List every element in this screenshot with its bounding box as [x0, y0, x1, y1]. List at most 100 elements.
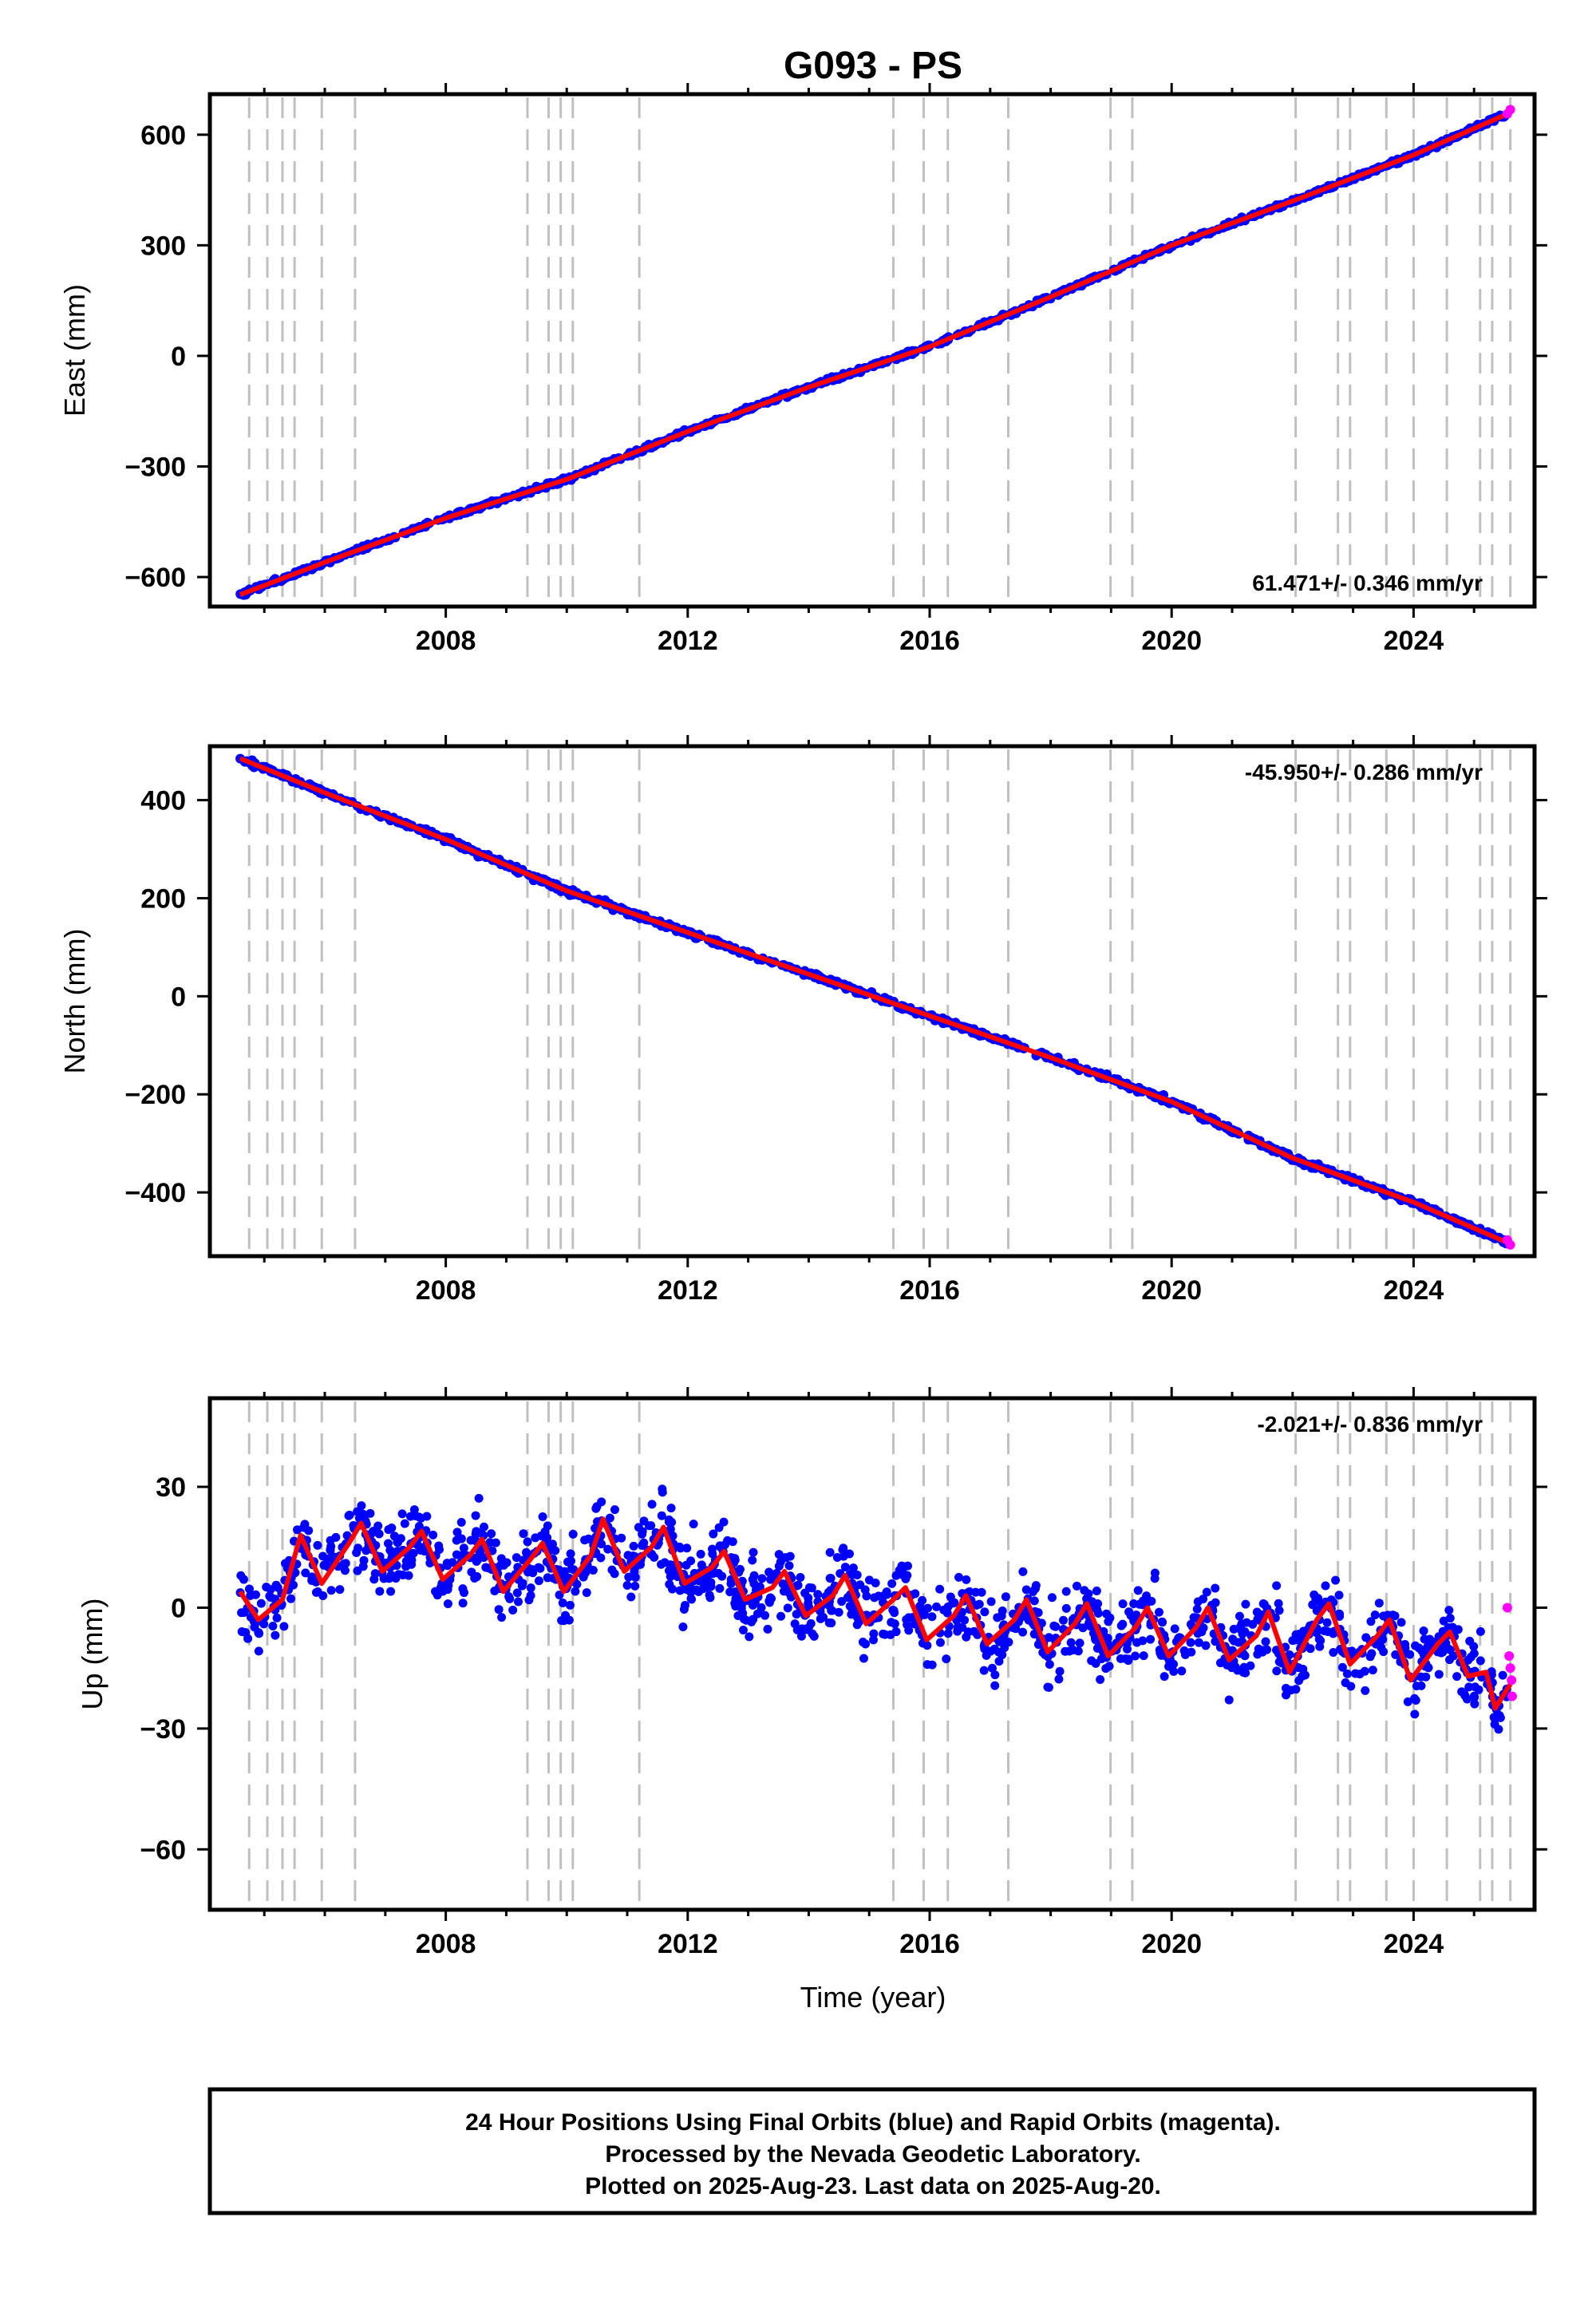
data-point [373, 1521, 383, 1531]
figure-title: G093 - PS [784, 45, 962, 87]
data-point [1396, 1618, 1406, 1627]
data-point [1224, 1695, 1234, 1705]
data-point [543, 1521, 552, 1531]
data-point [494, 1605, 504, 1614]
data-point [1412, 1682, 1421, 1691]
data-point [1470, 1682, 1479, 1692]
data-point [452, 1528, 462, 1537]
data-point [1374, 1599, 1384, 1608]
data-point [1084, 1589, 1093, 1599]
data-point [1410, 1694, 1420, 1703]
rapid-orbit-point [1505, 1663, 1515, 1674]
data-point [1192, 1604, 1202, 1614]
footer-line-1: 24 Hour Positions Using Final Orbits (bl… [465, 2109, 1281, 2136]
data-point [915, 1602, 925, 1611]
data-point [859, 1654, 868, 1663]
data-point [804, 1622, 813, 1632]
data-point [289, 1580, 298, 1590]
data-point [237, 1626, 247, 1636]
x-tick-label: 2020 [1141, 1275, 1202, 1306]
data-point [923, 1603, 933, 1613]
data-point [1308, 1600, 1317, 1610]
data-point [979, 1666, 989, 1675]
data-point [1291, 1685, 1301, 1694]
data-point [942, 1654, 951, 1664]
data-point [459, 1543, 468, 1553]
x-tick-label: 2008 [416, 626, 476, 656]
y-tick-label: −400 [124, 1178, 186, 1208]
data-point [696, 1549, 705, 1559]
data-point [1391, 1650, 1400, 1659]
data-point [629, 1541, 638, 1551]
data-point [422, 1512, 432, 1521]
data-point [307, 1575, 317, 1585]
data-point [1315, 1642, 1325, 1651]
data-point [887, 1579, 897, 1588]
data-point [1096, 1654, 1106, 1664]
data-point [443, 1599, 452, 1609]
data-point [1187, 1647, 1196, 1657]
panel-up: 2008 2012 2016 2020 2024 30 0 −30 −60 Up (mm) -2.0… [76, 1387, 1547, 1959]
data-point [1469, 1642, 1479, 1651]
data-point [990, 1681, 1000, 1690]
y-tick-label: −600 [124, 563, 186, 593]
data-point [705, 1593, 715, 1603]
y-tick-label: 300 [140, 231, 186, 261]
data-point [1274, 1599, 1283, 1608]
data-point [1116, 1621, 1126, 1630]
data-point [471, 1511, 480, 1520]
data-point [592, 1502, 602, 1512]
data-point [634, 1523, 643, 1532]
data-point [682, 1543, 692, 1553]
data-point [1321, 1581, 1330, 1591]
data-point [298, 1523, 308, 1532]
data-point [1142, 1599, 1152, 1608]
data-point [1370, 1611, 1380, 1620]
x-tick-label: 2016 [899, 1929, 960, 1959]
data-point [1334, 1609, 1344, 1618]
data-point [526, 1583, 535, 1593]
data-point [1457, 1687, 1467, 1697]
data-point [1045, 1660, 1054, 1670]
data-point [326, 1546, 335, 1555]
data-point [354, 1543, 363, 1553]
panel-north: 2008 2012 2016 2020 2024 400 200 0 −200 −400 North… [58, 735, 1547, 1306]
data-point [259, 1619, 269, 1629]
data-point [994, 1637, 1004, 1646]
data-point [1065, 1646, 1074, 1656]
data-point [505, 1594, 515, 1603]
plot-frame [207, 92, 1537, 609]
data-point [1444, 1606, 1454, 1615]
data-point [1469, 1691, 1479, 1701]
data-point [1146, 1634, 1156, 1644]
data-point [953, 1626, 962, 1636]
data-point [384, 1525, 393, 1535]
data-point [825, 1547, 835, 1557]
data-point [523, 1537, 532, 1547]
data-point [790, 1619, 800, 1629]
data-point [409, 1505, 419, 1515]
data-point [496, 1561, 505, 1571]
x-tick-label: 2024 [1384, 1929, 1444, 1959]
data-point [1018, 1627, 1028, 1637]
data-point [256, 1599, 266, 1608]
data-point [566, 1556, 575, 1566]
data-point [534, 1576, 543, 1586]
data-point [686, 1556, 696, 1566]
data-point [1235, 1611, 1244, 1621]
data-point [1241, 1599, 1250, 1609]
data-point [760, 1611, 770, 1620]
data-point [1337, 1662, 1347, 1672]
plot-frame [207, 744, 1537, 1259]
data-point [254, 1628, 263, 1638]
data-point [535, 1563, 545, 1573]
data-point [749, 1547, 758, 1557]
data-point [1487, 1667, 1496, 1677]
data-point [543, 1573, 552, 1583]
data-point [1159, 1672, 1169, 1682]
data-point [1029, 1596, 1039, 1606]
data-point [580, 1535, 590, 1545]
data-point [1331, 1575, 1341, 1585]
data-point [647, 1500, 657, 1509]
data-point [1366, 1617, 1376, 1626]
